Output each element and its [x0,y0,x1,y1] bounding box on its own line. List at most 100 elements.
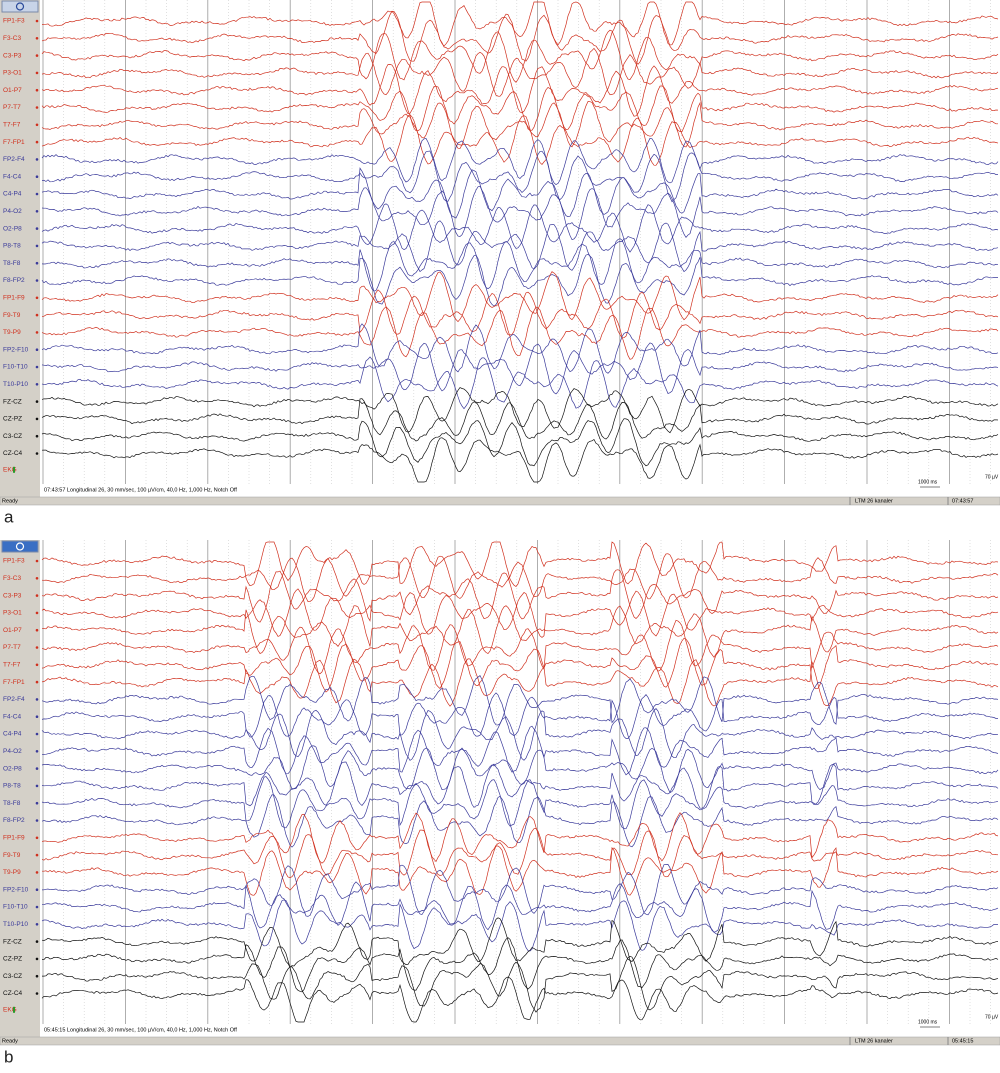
channel-dot [35,698,39,701]
ekg-label: EKG [3,1007,17,1014]
channel-label: FP1-F3 [3,18,25,25]
eeg-panel: FP1-F3 F3-C3 C3-P3 P3-O1 O1-P7 P7-T7 T7-F7 F7-F… [0,540,1000,1066]
channel-dot [35,313,39,317]
channel-label: F3-C3 [3,575,21,582]
trace-area [40,0,1000,484]
channel-label: O2-P8 [3,225,22,232]
scale-amplitude: 70 µV [985,1014,999,1020]
status-ready: Ready [2,498,18,504]
eeg-trace [41,637,999,693]
scale-time: 1000 ms [918,1019,938,1025]
channel-dot [35,123,39,127]
channel-dot [35,71,39,75]
eeg-trace [41,745,999,794]
view-button [1,0,39,13]
eeg-trace [41,47,999,97]
channel-label: FP1-F9 [3,295,25,302]
eeg-trace [41,692,999,739]
status-bar [0,496,1000,506]
channel-dot [35,992,39,995]
channel-dot [35,577,39,580]
channel-label: T7-F7 [3,662,21,669]
channel-dot [35,244,39,248]
channel-dot [35,784,39,788]
channel-label: P8-T8 [3,783,21,790]
channel-label: FP2-F4 [3,696,25,703]
channel-label: CZ-C4 [3,990,23,997]
channel-label: F3-C3 [3,35,21,42]
eeg-trace [41,167,999,219]
channel-label: O2-P8 [3,765,22,772]
channel-label: C3-CZ [3,433,22,440]
eeg-trace [41,976,999,1023]
eeg-trace [41,203,999,253]
eeg-trace [41,220,999,273]
channel-dot [35,192,39,196]
eeg-trace [41,588,999,638]
channel-label: F8-FP2 [3,817,25,824]
eeg-trace [41,101,998,149]
eeg-trace [41,323,999,374]
eeg-trace [41,937,999,993]
eeg-trace [41,289,999,339]
channel-dot [35,452,39,455]
channel-label: T8-F8 [3,800,21,807]
eeg-trace [41,899,998,952]
channel-dot [35,348,39,352]
channel-dot [35,400,39,403]
channel-dot [35,888,39,891]
channel-dot [35,836,39,840]
channel-label: P3-O1 [3,610,22,617]
channel-dot [35,559,39,563]
channel-dot [35,383,39,386]
sidebar [0,0,40,497]
channel-label: O1-P7 [3,627,22,634]
ekg-indicator [13,1006,15,1013]
eeg-trace [41,917,999,968]
eeg-trace [42,881,999,933]
channel-dot [35,715,39,718]
channel-dot [35,158,39,161]
channel-label: T7-F7 [3,122,21,129]
channel-label: C3-P3 [3,592,22,599]
eeg-trace [41,605,999,658]
channel-label: F7-FP1 [3,139,25,146]
channel-dot [35,732,39,736]
channel-dot [35,210,39,213]
channel-dot [35,974,39,978]
channel-dot [35,594,39,597]
ekg-indicator [13,466,15,473]
channel-label: FP2-F10 [3,346,29,353]
channel-label: F4-C4 [3,713,21,720]
status-time: 07:43:57 [952,498,973,504]
eeg-trace [41,794,999,848]
channel-label: F10-T10 [3,904,28,911]
channel-dot [35,611,39,615]
channel-dot [35,923,39,926]
eeg-trace [41,29,999,83]
eeg-trace [41,553,999,602]
eeg-trace [41,238,999,292]
eeg-trace [41,707,999,761]
eeg-trace [41,569,999,623]
status-time: 05:45:15 [952,1038,973,1044]
status-bar [0,1036,1000,1046]
status-info: 05:45:15 Longitudinal 26, 30 mm/sec, 100… [44,1027,237,1033]
eeg-trace [41,356,999,410]
channel-dot [35,646,39,649]
channel-label: FP2-F4 [3,156,25,163]
eeg-trace [41,658,999,707]
eeg-trace [41,812,999,864]
channel-dot [35,905,39,909]
channel-label: FP2-F10 [3,886,29,893]
channel-label: T9-P9 [3,329,21,336]
eeg-trace [41,137,999,186]
ekg-label: EKG [3,467,17,474]
eeg-trace [41,761,999,809]
channel-label: FP1-F3 [3,558,25,565]
channel-label: P7-T7 [3,104,21,111]
eeg-panel: FP1-F3 F3-C3 C3-P3 P3-O1 O1-P7 P7-T7 T7-F7 F7-F… [0,0,1000,526]
eeg-trace [41,10,999,65]
eeg-trace [41,1,999,47]
eeg-trace [41,864,999,917]
